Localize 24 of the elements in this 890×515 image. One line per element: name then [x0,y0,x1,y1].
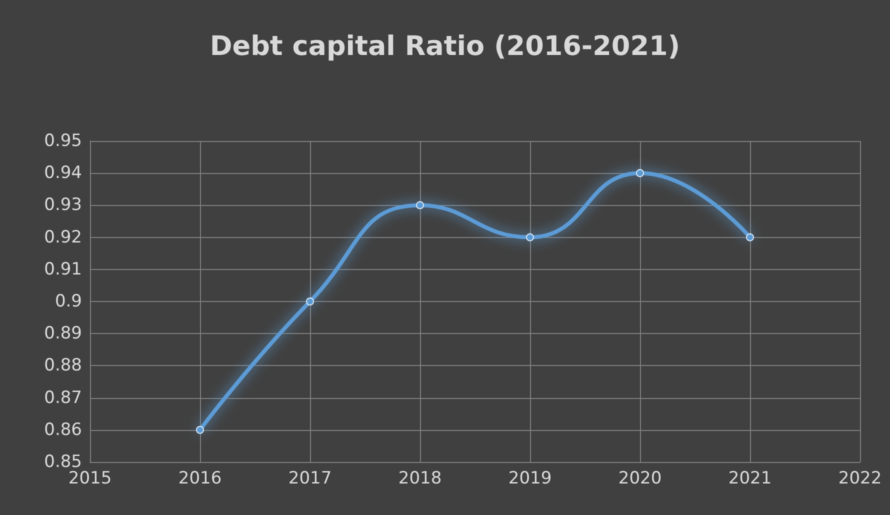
point [746,233,754,242]
point [526,233,534,242]
x-tick-label: 2017 [288,468,332,488]
x-tick-label: 2022 [838,468,882,488]
y-tick-label: 0.93 [44,195,82,216]
x-tick-label: 2020 [618,468,662,488]
x-tick-label: 2021 [728,468,772,488]
y-tick-label: 0.88 [44,356,82,376]
point [636,169,644,178]
y-tick-label: 0.86 [44,420,82,440]
y-tick-label: 0.9 [54,292,82,312]
x-tick-label: 2016 [178,468,222,488]
y-tick-label: 0.95 [44,131,82,151]
y-tick-label: 0.89 [44,324,82,344]
y-tick-label: 0.92 [44,227,82,248]
point [196,426,204,434]
point [416,201,424,210]
x-tick-label: 2019 [508,468,552,488]
x-tick-label: 2018 [398,468,442,488]
y-tick-label: 0.91 [44,259,82,280]
point [306,298,314,306]
y-tick-label: 0.94 [44,163,82,184]
chart-title: Debt capital Ratio (2016-2021) [210,31,680,62]
y-tick-label: 0.87 [44,388,82,408]
